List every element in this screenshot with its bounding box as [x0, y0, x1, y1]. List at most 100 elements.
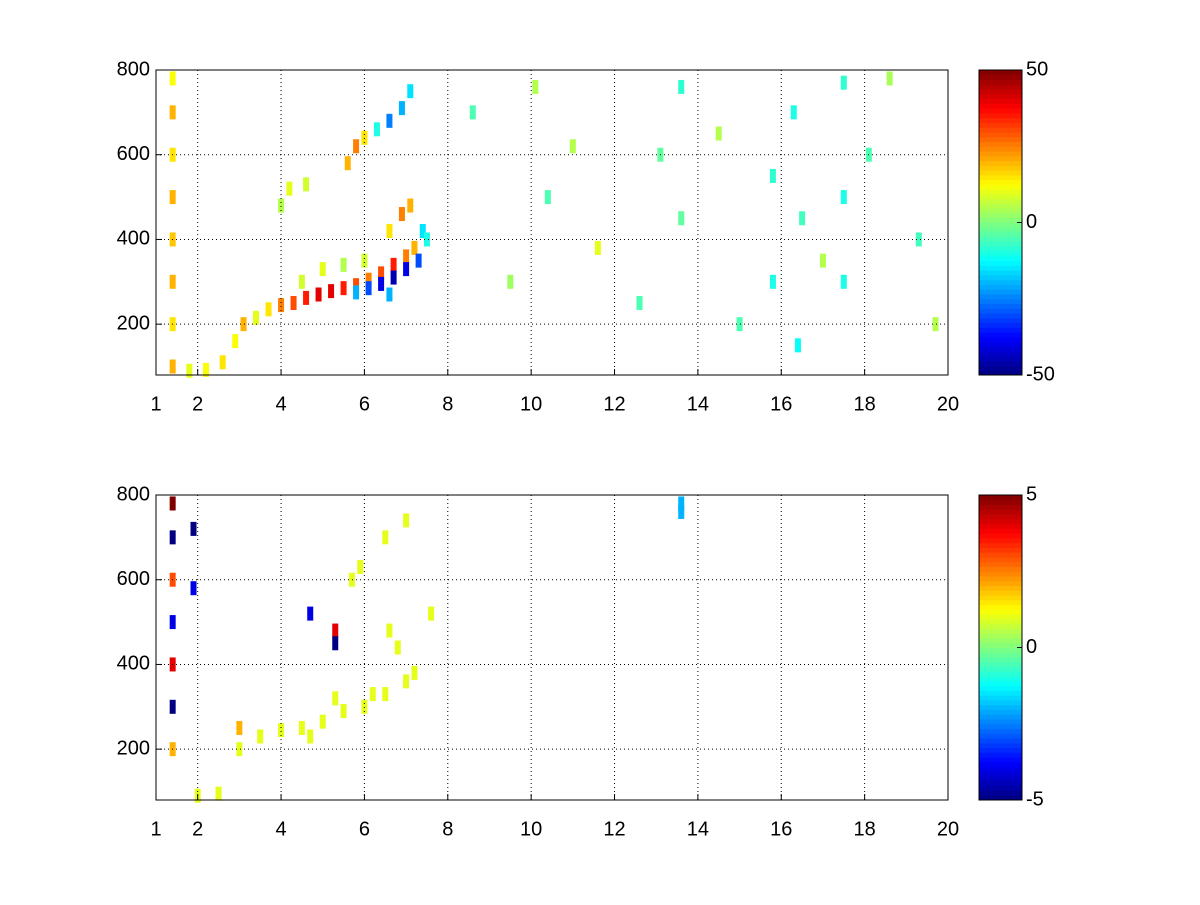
x-tick-label: 6 [359, 818, 370, 840]
colorbar-swatch [979, 518, 1022, 525]
heat-cell [544, 190, 551, 205]
colorbar-swatch [979, 84, 1022, 90]
colorbar-swatch [979, 279, 1022, 285]
colorbar-swatch [979, 637, 1022, 644]
colorbar-swatch [979, 232, 1022, 238]
heat-cell [361, 130, 368, 145]
colorbar-swatch [979, 313, 1022, 319]
colorbar-swatch [979, 293, 1022, 300]
heat-cell [190, 581, 197, 596]
heat-cell [169, 496, 176, 511]
heat-cell [344, 156, 351, 171]
x-tick-label: 18 [854, 393, 876, 415]
heat-cell [403, 674, 410, 689]
heat-cell [365, 272, 372, 287]
heat-cell [678, 496, 685, 511]
colorbar-swatch [979, 528, 1022, 534]
colorbar-swatch [979, 336, 1022, 343]
colorbar-swatch [979, 179, 1022, 185]
x-tick-label: 2 [192, 393, 203, 415]
colorbar-swatch [979, 685, 1022, 691]
colorbar-swatch [979, 332, 1022, 338]
colorbar-swatch [979, 695, 1022, 701]
colorbar-swatch [979, 514, 1022, 520]
colorbar-swatch [979, 355, 1022, 362]
colorbar-swatch [979, 499, 1022, 506]
colorbar-swatch [979, 317, 1022, 324]
colorbar-swatch [979, 752, 1022, 758]
colorbar-swatch [979, 351, 1022, 357]
colorbar-swatch [979, 785, 1022, 791]
heat-cell [415, 253, 422, 268]
x-tick-label: 8 [442, 393, 453, 415]
colorbar-swatch [979, 227, 1022, 233]
heat-cell [469, 105, 476, 120]
colorbar-swatch [979, 270, 1022, 276]
colorbar-swatch [979, 208, 1022, 214]
colorbar-swatch [979, 322, 1022, 328]
colorbar-swatch [979, 757, 1022, 763]
heat-cell [186, 363, 193, 378]
x-tick-label: 10 [520, 393, 542, 415]
colorbar-swatch [979, 547, 1022, 553]
heat-cell [340, 257, 347, 272]
heat-cell [428, 606, 435, 621]
colorbar-swatch [979, 241, 1022, 247]
heat-cell [403, 262, 410, 277]
heat-cell [769, 274, 776, 289]
colorbar-swatch [979, 136, 1022, 142]
heat-cell [340, 704, 347, 719]
heat-cell [298, 720, 305, 735]
colorbar-swatch [979, 265, 1022, 271]
heat-cell [386, 113, 393, 128]
colorbar-swatch [979, 566, 1022, 572]
colorbar-swatch [979, 747, 1022, 753]
colorbar-swatch [979, 585, 1022, 591]
heat-cell [169, 274, 176, 289]
heat-cell [840, 190, 847, 205]
heat-cell [215, 786, 222, 801]
colorbar-swatch [979, 618, 1022, 625]
colorbar-swatch [979, 590, 1022, 596]
x-tick-label: 2 [192, 818, 203, 840]
heat-cell [340, 281, 347, 296]
colorbar-swatch [979, 184, 1022, 190]
colorbar-swatch [979, 146, 1022, 152]
colorbar-swatch [979, 70, 1022, 76]
heat-cell [353, 139, 360, 154]
heat-cell [398, 207, 405, 222]
colorbar-swatch [979, 509, 1022, 515]
colorbar-swatch [979, 217, 1022, 223]
colorbar-swatch [979, 652, 1022, 658]
colorbar-swatch [979, 728, 1022, 734]
heat-cell [403, 513, 410, 528]
colorbar-swatch [979, 370, 1022, 376]
colorbar-swatch [979, 504, 1022, 510]
x-tick-label: 20 [937, 393, 959, 415]
heat-cell [819, 253, 826, 268]
heat-cell [411, 240, 418, 255]
x-tick-label: 14 [687, 818, 709, 840]
heat-cell [886, 71, 893, 86]
colorbar-swatch [979, 79, 1022, 85]
colorbar-swatch [979, 151, 1022, 157]
colorbar-swatch [979, 298, 1022, 305]
x-tick-label: 6 [359, 393, 370, 415]
heat-cell [278, 723, 285, 738]
heat-cell [419, 223, 426, 238]
colorbar-swatch [979, 599, 1022, 606]
heat-cell [219, 355, 226, 370]
heat-cell [594, 240, 601, 255]
heat-cell [715, 126, 722, 141]
colorbar-swatch [979, 623, 1022, 629]
x-tick-label: 20 [937, 818, 959, 840]
colorbar-swatch [979, 690, 1022, 696]
x-tick-label: 18 [854, 818, 876, 840]
colorbar-swatch [979, 341, 1022, 347]
heat-cell [799, 211, 806, 226]
colorbar-swatch [979, 327, 1022, 333]
x-tick-label: 16 [770, 393, 792, 415]
heat-cell [169, 190, 176, 205]
heat-cell [278, 298, 285, 313]
